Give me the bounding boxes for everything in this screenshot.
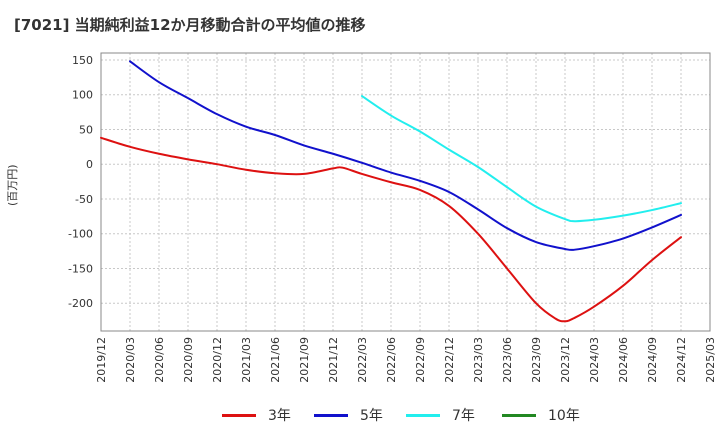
x-tick-label: 2023/09 — [530, 337, 543, 383]
x-tick-label: 2024/09 — [646, 337, 659, 383]
series-layer — [100, 60, 682, 323]
x-tick-label: 2025/03 — [704, 337, 717, 383]
x-tick-label: 2022/03 — [356, 337, 369, 383]
y-tick-label: 150 — [72, 54, 93, 67]
x-tick-label: 2022/09 — [414, 337, 427, 383]
x-tick-label: 2021/03 — [240, 337, 253, 383]
x-tick-label: 2024/03 — [588, 337, 601, 383]
y-tick-label: 50 — [79, 123, 93, 136]
legend-label-7y: 7年 — [452, 408, 475, 424]
legend-label-10y: 10年 — [548, 408, 580, 424]
x-tick-labels: 2019/12 2020/03 2020/06 2020/09 2020/12 2021/… — [95, 337, 717, 383]
x-tick-label: 2023/03 — [472, 337, 485, 383]
y-tick-label: -100 — [68, 228, 93, 241]
x-tick-label: 2022/12 — [443, 337, 456, 383]
legend-item-7y: 7年 — [406, 402, 475, 428]
legend-swatch-3y — [222, 413, 256, 417]
y-tick-labels: 150 100 50 0 -50 -100 -150 -200 — [68, 54, 93, 310]
x-tick-label: 2023/06 — [501, 337, 514, 383]
legend-label-3y: 3年 — [268, 408, 291, 424]
chart-title: [7021] 当期純利益12か月移動合計の平均値の推移 — [14, 16, 366, 34]
y-tick-label: -150 — [68, 262, 93, 275]
legend-item-10y: 10年 — [502, 402, 580, 428]
legend-swatch-7y — [406, 413, 440, 417]
x-tick-label: 2020/06 — [153, 337, 166, 383]
x-tick-label: 2021/09 — [298, 337, 311, 383]
x-tick-label: 2020/03 — [124, 337, 137, 383]
x-tick-label: 2020/12 — [211, 337, 224, 383]
x-tick-label: 2021/06 — [269, 337, 282, 383]
legend: 3年 5年 7年 10年 — [0, 402, 720, 428]
y-tick-label: -200 — [68, 297, 93, 310]
x-tick-label: 2023/12 — [559, 337, 572, 383]
legend-swatch-10y — [502, 413, 536, 417]
x-tick-label: 2022/06 — [385, 337, 398, 383]
grid-layer — [100, 53, 711, 331]
plot-frame — [100, 52, 711, 332]
x-tick-label: 2024/06 — [617, 337, 630, 383]
series-line-3 — [361, 95, 682, 223]
legend-swatch-5y — [314, 413, 348, 417]
legend-label-5y: 5年 — [360, 408, 383, 424]
x-tick-label: 2021/12 — [327, 337, 340, 383]
legend-item-5y: 5年 — [314, 402, 383, 428]
x-tick-label: 2024/12 — [675, 337, 688, 383]
series-line-1 — [100, 136, 682, 323]
y-tick-label: -50 — [75, 193, 93, 206]
series-line-2 — [129, 60, 682, 252]
x-tick-label: 2019/12 — [95, 337, 108, 383]
y-tick-label: 100 — [72, 89, 93, 102]
x-tick-label: 2020/09 — [182, 337, 195, 383]
y-tick-label: 0 — [86, 158, 93, 171]
legend-item-3y: 3年 — [222, 402, 291, 428]
